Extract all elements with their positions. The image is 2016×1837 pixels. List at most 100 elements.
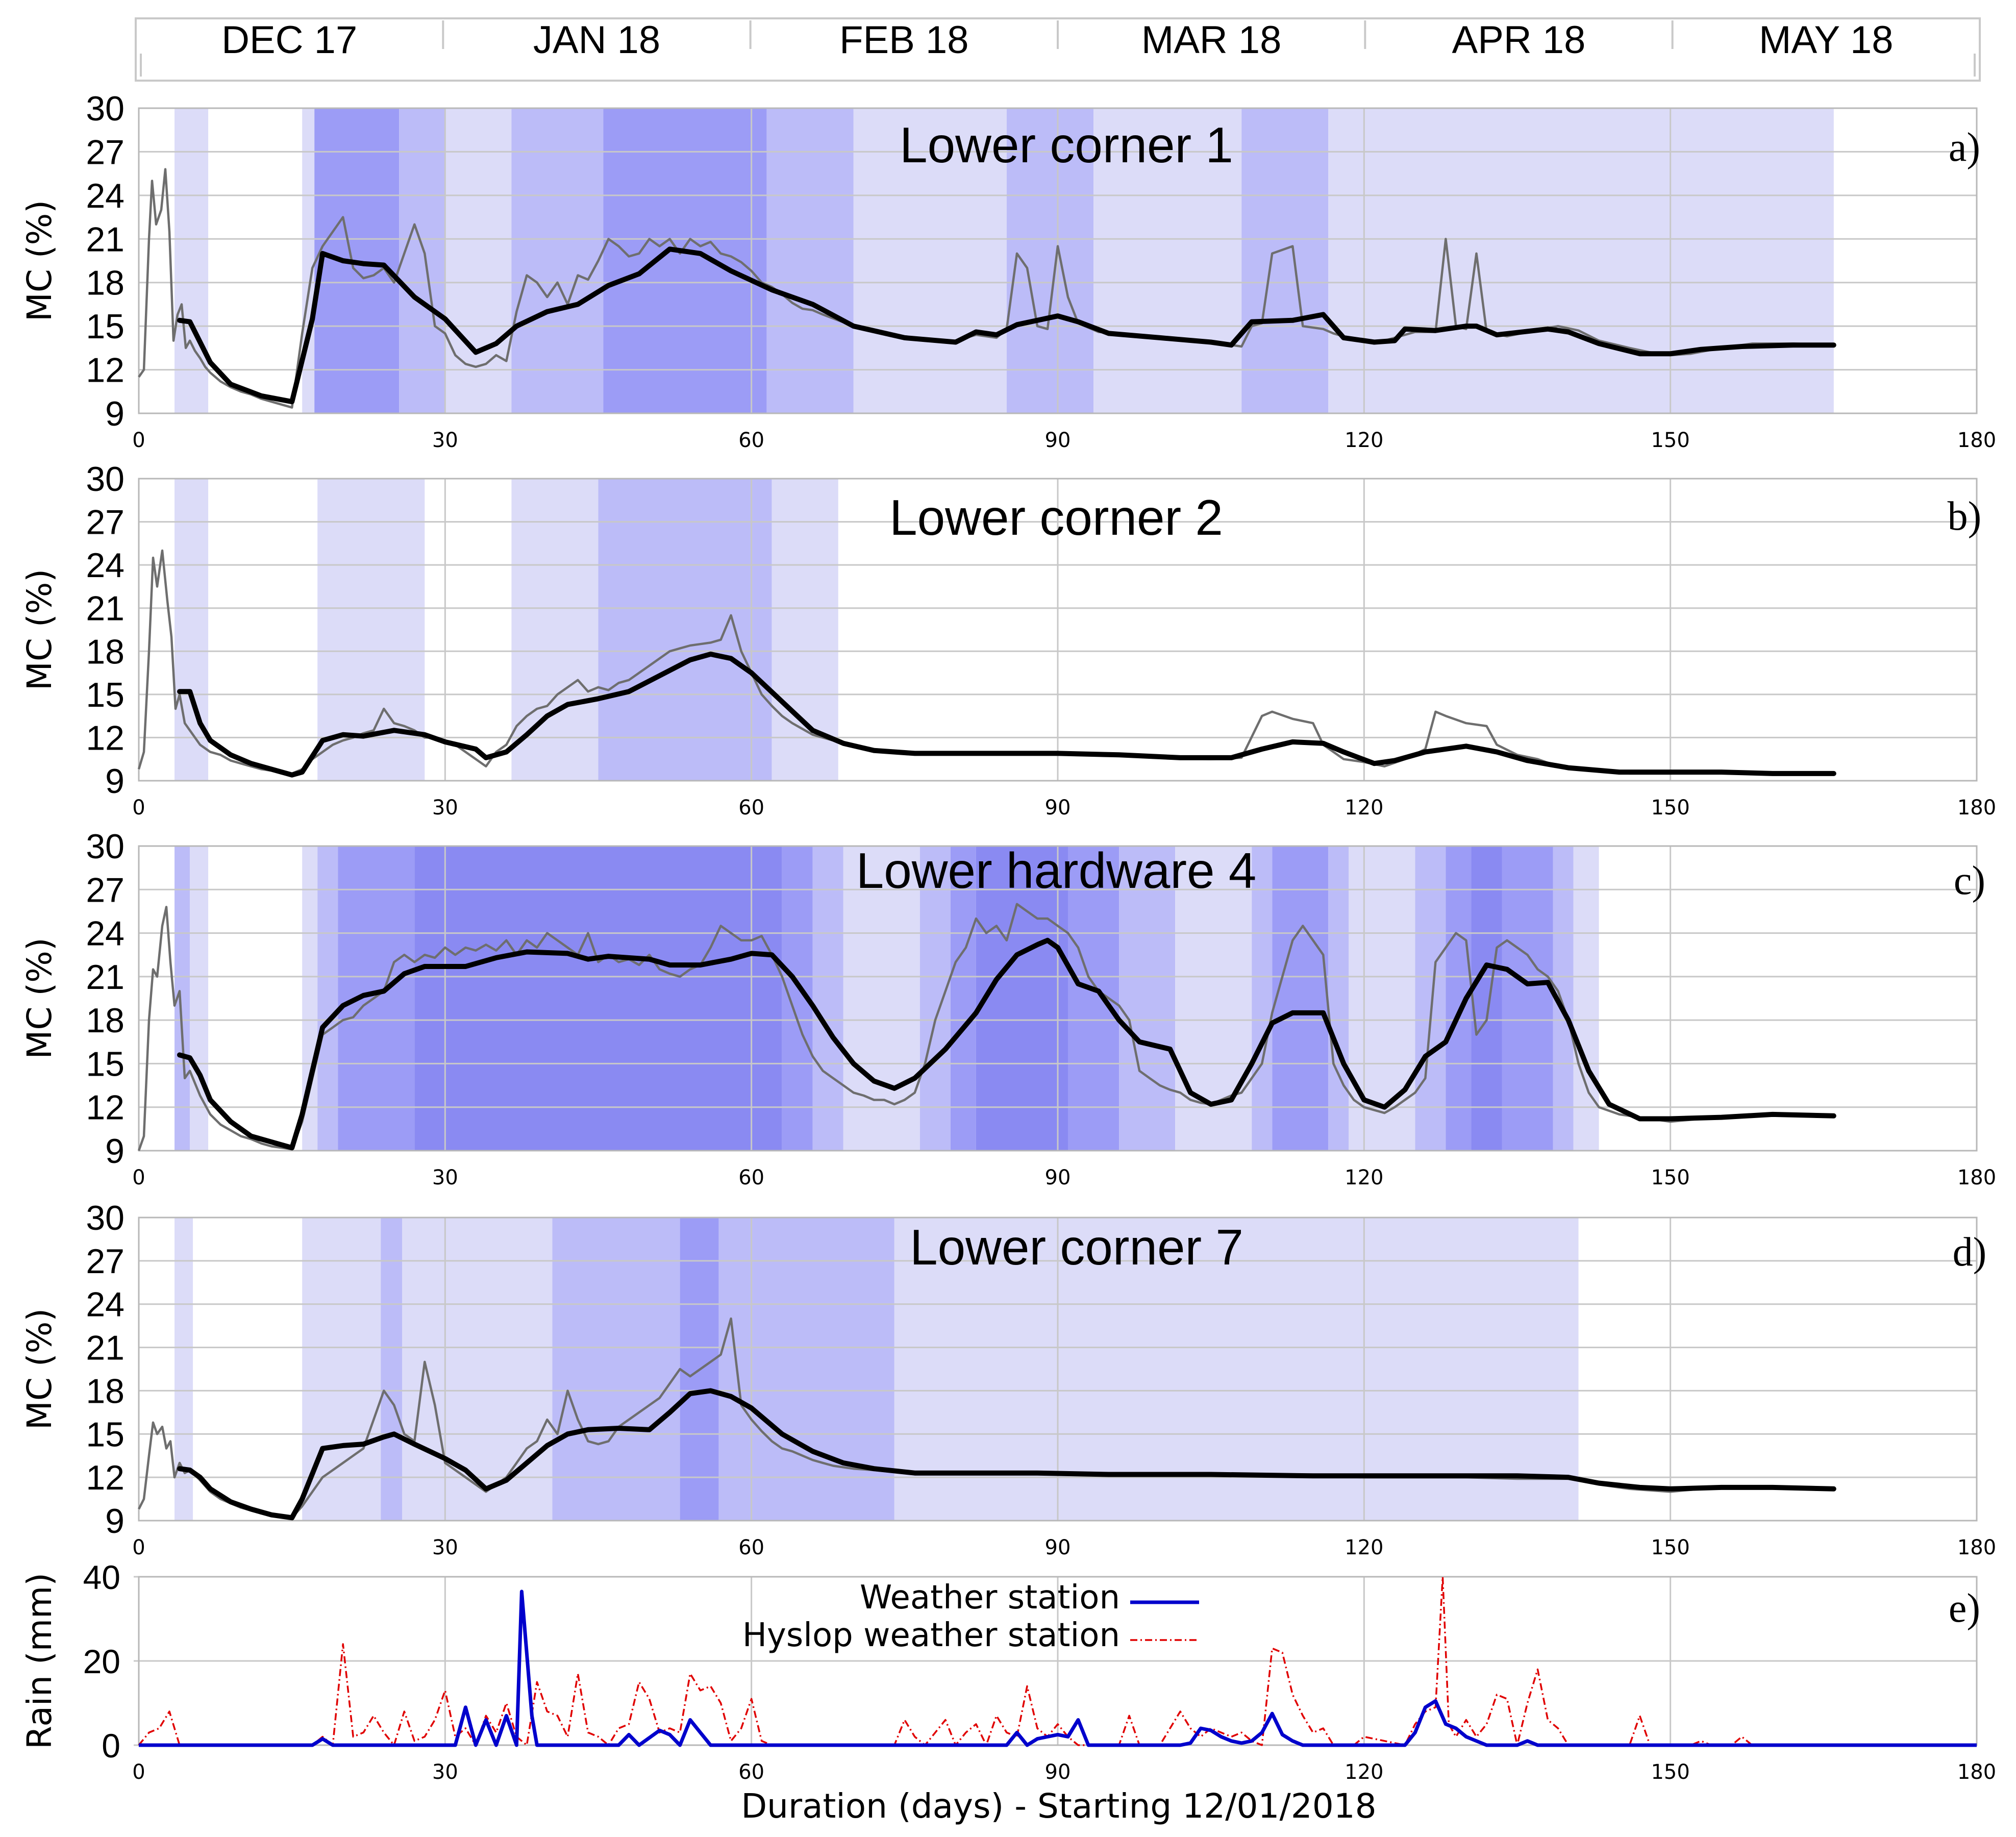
y-tick-label: 0 (102, 1727, 120, 1765)
legend-label: Weather station (860, 1579, 1120, 1617)
y-axis-label: MC (%) (20, 937, 59, 1059)
y-tick-label: 24 (86, 177, 125, 215)
y-tick-label: 30 (86, 460, 125, 499)
x-tick-label: 120 (1345, 796, 1383, 820)
y-tick-label: 40 (83, 1558, 120, 1596)
y-tick-label: 24 (86, 546, 125, 585)
wetting-band (175, 108, 209, 413)
y-tick-label: 15 (86, 307, 125, 346)
y-tick-label: 27 (86, 871, 125, 909)
y-tick-label: 30 (86, 89, 125, 128)
x-tick-label: 150 (1651, 429, 1689, 452)
wetting-band (1415, 846, 1446, 1151)
smoothed-mc-line (177, 1388, 1836, 1521)
panel-tag: c) (1954, 858, 1985, 903)
panel-tag: d) (1953, 1230, 1987, 1275)
wetting-band (511, 108, 604, 413)
wetting-band (718, 1218, 894, 1521)
y-tick-label: 9 (105, 762, 125, 801)
y-tick-label: 15 (86, 1415, 125, 1454)
y-tick-label: 30 (86, 827, 125, 866)
panel-title: Lower corner 2 (889, 489, 1223, 545)
x-axis-label: Duration (days) - Starting 12/01/2018 (741, 1786, 1376, 1826)
x-tick-label: 150 (1651, 1760, 1689, 1784)
x-tick-label: 30 (432, 1536, 458, 1559)
wetting-band (812, 846, 843, 1151)
y-tick-label: 21 (86, 1329, 125, 1368)
x-tick-label: 30 (432, 1166, 458, 1189)
wetting-band (1471, 846, 1502, 1151)
y-tick-label: 20 (83, 1643, 120, 1680)
wetting-band (976, 846, 1068, 1151)
x-tick-label: 180 (1957, 429, 1996, 452)
y-tick-label: 9 (105, 1502, 125, 1541)
smoothed-mc-line (177, 246, 1836, 405)
wetting-band (1093, 108, 1242, 413)
x-tick-label: 0 (132, 429, 145, 452)
x-tick-label: 60 (738, 1166, 764, 1189)
wetting-band (338, 846, 415, 1151)
wetting-band (1573, 846, 1599, 1151)
panel-title: Lower corner 1 (900, 117, 1233, 173)
wetting-band (1241, 108, 1329, 413)
y-tick-label: 9 (105, 394, 125, 433)
y-tick-label: 12 (86, 351, 125, 390)
panel-tag: b) (1948, 494, 1982, 539)
y-tick-label: 12 (86, 718, 125, 757)
wetting-band (1175, 846, 1252, 1151)
y-tick-label: 18 (86, 632, 125, 671)
month-label: MAY 18 (1759, 18, 1893, 62)
wetting-band (445, 108, 512, 413)
month-label: FEB 18 (839, 18, 968, 62)
x-tick-label: 0 (132, 1760, 145, 1784)
x-tick-label: 90 (1045, 429, 1071, 452)
x-tick-label: 180 (1957, 1760, 1996, 1784)
x-tick-label: 150 (1651, 796, 1689, 820)
wetting-band (853, 108, 1007, 413)
x-tick-label: 0 (132, 1536, 145, 1559)
x-tick-label: 120 (1345, 1760, 1383, 1784)
y-tick-label: 21 (86, 958, 125, 997)
x-tick-label: 150 (1651, 1166, 1689, 1189)
y-tick-label: 30 (86, 1199, 125, 1237)
x-tick-label: 0 (132, 1166, 145, 1189)
y-tick-label: 27 (86, 133, 125, 171)
panel-tag: a) (1949, 125, 1980, 170)
plot-frame (138, 107, 1978, 414)
y-axis-label: MC (%) (20, 1308, 59, 1430)
wetting-band (302, 108, 315, 413)
y-tick-label: 27 (86, 503, 125, 542)
plot-frame (138, 1217, 1978, 1522)
x-tick-label: 90 (1045, 1166, 1071, 1189)
wetting-band (552, 1218, 680, 1521)
y-tick-label: 18 (86, 1372, 125, 1410)
y-axis-label: MC (%) (20, 200, 59, 321)
x-tick-label: 90 (1045, 1760, 1071, 1784)
wetting-band (1119, 846, 1176, 1151)
plot-frame (138, 845, 1978, 1152)
mc-panel-b: 9 12 15 18 21 24 27 30 0 30 60 90 120 150 180 MC (%) Low… (20, 460, 1996, 820)
plot-frame (138, 1576, 1978, 1746)
x-tick-label: 30 (432, 796, 458, 820)
wetting-band (1252, 846, 1273, 1151)
wetting-band (894, 1218, 1579, 1521)
y-axis-label: Rain (mm) (20, 1573, 59, 1749)
month-label: APR 18 (1452, 18, 1586, 62)
mc-panel-a: 9 12 15 18 21 24 27 30 0 30 60 90 120 150 180 MC (%) Low… (20, 89, 1996, 452)
x-tick-label: 120 (1345, 429, 1383, 452)
wetting-band (919, 846, 951, 1151)
month-label: JAN 18 (533, 18, 660, 62)
y-tick-label: 12 (86, 1088, 125, 1127)
wetting-band (175, 1218, 193, 1521)
month-label: MAR 18 (1141, 18, 1282, 62)
raw-mc-line (137, 903, 1834, 1151)
mc-panel-d: 9 12 15 18 21 24 27 30 0 30 60 90 120 150 180 MC (%) Low… (20, 1199, 1996, 1559)
y-tick-label: 15 (86, 1045, 125, 1083)
wetting-band (598, 479, 772, 781)
x-tick-label: 60 (738, 1536, 764, 1559)
y-tick-label: 24 (86, 1285, 125, 1324)
wetting-band (1328, 108, 1834, 413)
x-tick-label: 60 (738, 429, 764, 452)
